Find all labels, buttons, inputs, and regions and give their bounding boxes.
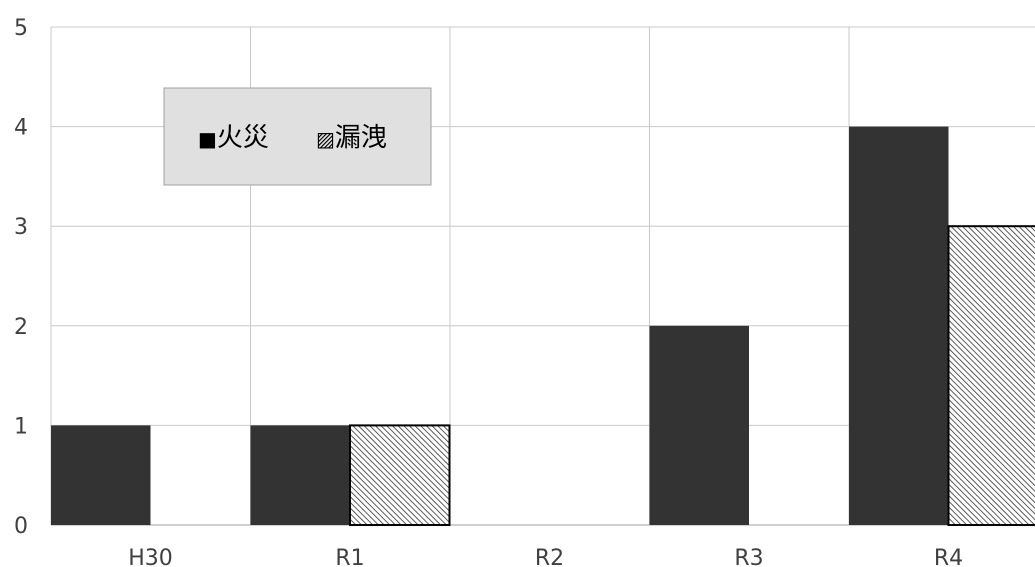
y-tick-label: 4 <box>14 116 28 141</box>
legend-marker-leak: ▨ <box>316 127 335 151</box>
y-tick-label: 2 <box>14 315 28 340</box>
x-axis-ticks: H30 R1 R2 R3 R4 <box>128 546 963 567</box>
legend-item-leak: ▨漏洩 <box>316 123 387 153</box>
legend-label-leak: 漏洩 <box>335 123 387 153</box>
legend-marker-fire: ■ <box>198 127 217 151</box>
legend-box <box>163 87 432 186</box>
y-tick-label: 1 <box>14 414 28 439</box>
y-tick-label: 0 <box>14 514 28 539</box>
x-tick-label: R4 <box>934 546 963 567</box>
y-tick-label: 3 <box>14 215 28 240</box>
bar-fire-R4 <box>849 126 949 525</box>
x-tick-label: H30 <box>128 546 173 567</box>
bar-fire-R3 <box>649 325 749 525</box>
bar-fire-R1 <box>250 425 350 525</box>
legend-label-fire: 火災 <box>217 123 269 153</box>
x-tick-label: R1 <box>335 546 364 567</box>
y-tick-label: 5 <box>14 16 28 41</box>
x-tick-label: R2 <box>535 546 564 567</box>
bar-leak-R4 <box>947 225 1035 526</box>
legend-item-fire: ■火災 <box>198 123 269 153</box>
bar-leak-R1 <box>349 424 451 526</box>
bar-fire-H30 <box>51 425 151 525</box>
y-axis-ticks: 0 1 2 3 4 5 <box>14 16 28 539</box>
x-tick-label: R3 <box>734 546 763 567</box>
bars <box>51 126 1035 526</box>
legend: ■火災 ▨漏洩 <box>163 87 432 186</box>
